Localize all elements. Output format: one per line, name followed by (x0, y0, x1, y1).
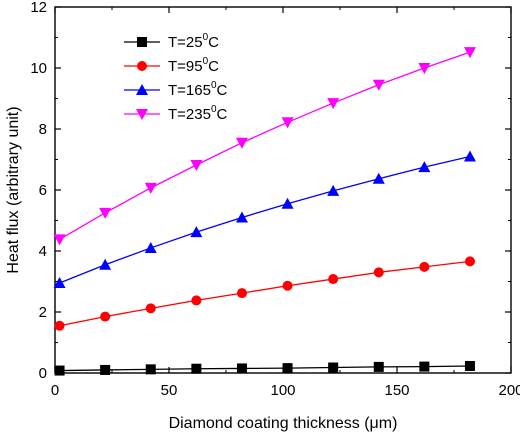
y-tick-label: 6 (39, 182, 47, 199)
y-axis-title: Heat flux (arbitrary unit) (5, 106, 22, 273)
data-point (282, 363, 293, 374)
data-point (418, 63, 431, 74)
x-tick-label: 150 (384, 382, 409, 399)
data-point (328, 274, 339, 285)
data-point (281, 197, 294, 209)
legend-label-main: T=95 (168, 58, 203, 75)
data-point (145, 364, 156, 375)
data-point (145, 303, 156, 314)
y-tick-label: 2 (39, 304, 47, 321)
x-axis-title: Diamond coating thickness (μm) (169, 415, 398, 432)
y-tick-label: 0 (39, 365, 47, 382)
series-line (59, 260, 471, 327)
data-point (373, 267, 384, 278)
series-1 (54, 256, 475, 331)
data-point (144, 182, 157, 194)
legend-entry: T=2350C (124, 104, 228, 123)
data-point (100, 364, 111, 375)
data-point (53, 234, 66, 246)
x-tick-label: 200 (498, 382, 520, 399)
series-line (59, 365, 470, 372)
data-point (464, 256, 475, 267)
data-point (235, 137, 248, 149)
legend-label: T=2350C (168, 104, 228, 123)
legend-entry: T=1650C (124, 80, 228, 99)
series-line (59, 155, 471, 284)
data-point (419, 261, 430, 272)
data-point (236, 288, 247, 299)
legend-label-main: T=165 (168, 82, 211, 99)
legend-label: T=250C (168, 32, 219, 51)
y-tick-label: 10 (30, 60, 47, 77)
data-point (373, 361, 384, 372)
data-point (99, 258, 112, 270)
legend-entry: T=950C (124, 56, 219, 75)
series-0 (54, 360, 475, 376)
x-tick-label: 50 (161, 382, 178, 399)
data-point (191, 363, 202, 374)
data-point (191, 295, 202, 306)
data-point (144, 241, 157, 253)
data-point (190, 159, 203, 171)
data-point (282, 280, 293, 291)
legend-marker (137, 37, 147, 47)
data-point (418, 161, 431, 173)
data-point (53, 277, 66, 289)
legend-label-unit: C (208, 34, 219, 51)
data-point (372, 172, 385, 184)
data-point (327, 98, 340, 110)
legend-marker (137, 61, 147, 71)
data-point (281, 117, 294, 129)
y-tick-label: 4 (39, 243, 47, 260)
legend-label-superscript: 0 (203, 32, 209, 43)
legend-label-superscript: 0 (211, 80, 217, 91)
data-point (190, 226, 203, 238)
data-point (464, 360, 475, 371)
legend-label-main: T=25 (168, 34, 203, 51)
legend-label: T=950C (168, 56, 219, 75)
data-point (419, 361, 430, 372)
legend-label-unit: C (208, 58, 219, 75)
data-point (99, 207, 112, 219)
data-point (328, 362, 339, 373)
series-3 (53, 47, 476, 246)
legend-label: T=1650C (168, 80, 228, 99)
legend-label-main: T=235 (168, 106, 211, 123)
y-tick-label: 8 (39, 121, 47, 138)
data-point (236, 363, 247, 374)
data-point (54, 320, 65, 331)
legend-label-unit: C (217, 82, 228, 99)
legend-entry: T=250C (124, 32, 219, 51)
y-tick-label: 12 (30, 0, 47, 16)
legend-marker (136, 84, 148, 95)
data-point (463, 47, 476, 59)
data-point (372, 79, 385, 91)
data-point (100, 311, 111, 322)
series-layer (53, 47, 476, 376)
axis-ticks: 0 50 100 150 200 0 2 4 6 8 10 12 (30, 0, 520, 399)
data-point (235, 211, 248, 223)
legend-label-superscript: 0 (203, 56, 209, 67)
legend-label-superscript: 0 (211, 104, 217, 115)
x-tick-label: 0 (51, 382, 59, 399)
data-point (327, 184, 340, 196)
data-point (463, 150, 476, 162)
legend-label-unit: C (217, 106, 228, 123)
data-point (54, 365, 65, 376)
series-2 (53, 150, 476, 289)
legend-marker (136, 109, 148, 120)
x-tick-label: 100 (270, 382, 295, 399)
series-line (59, 51, 471, 240)
